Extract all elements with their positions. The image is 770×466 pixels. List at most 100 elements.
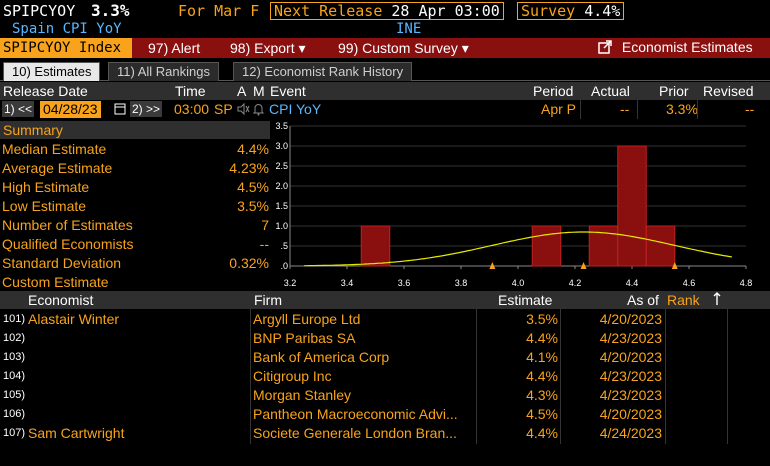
col-economist[interactable]: Economist xyxy=(28,292,94,308)
cell-divider xyxy=(637,100,638,119)
economist-name[interactable]: Alastair Winter xyxy=(28,311,120,327)
tab-economist-rank-history[interactable]: 12) Economist Rank History xyxy=(233,62,413,81)
as-of-date: 4/23/2023 xyxy=(599,387,662,403)
event-header xyxy=(0,82,770,100)
row-number[interactable]: 103) xyxy=(3,351,26,363)
summary-label: Qualified Economists xyxy=(2,236,134,252)
as-of-date: 4/24/2023 xyxy=(599,425,662,441)
firm-name[interactable]: Argyll Europe Ltd xyxy=(253,311,361,327)
col-period: Period xyxy=(533,83,574,99)
col-estimate[interactable]: Estimate xyxy=(498,292,553,308)
col-rank[interactable]: Rank xyxy=(667,292,700,308)
estimate-value: 4.3% xyxy=(526,387,558,403)
row-number[interactable]: 102) xyxy=(3,332,26,344)
table-divider xyxy=(727,309,728,444)
row-number[interactable]: 105) xyxy=(3,389,26,401)
distribution-curve xyxy=(304,231,732,267)
x-tick-label: 4.0 xyxy=(512,278,525,288)
estimate-value: 4.4% xyxy=(526,425,558,441)
prev-date-button[interactable]: 1) << xyxy=(2,101,35,117)
release-date-input[interactable]: 04/28/23 xyxy=(40,101,101,118)
col-release-date: Release Date xyxy=(3,83,88,99)
firm-name[interactable]: Bank of America Corp xyxy=(253,349,390,365)
event-period: Apr P xyxy=(541,101,577,117)
histogram-bar xyxy=(617,145,647,267)
y-tick-label: .5 xyxy=(280,241,288,251)
firm-name[interactable]: Citigroup Inc xyxy=(253,368,332,384)
as-of-date: 4/20/2023 xyxy=(599,311,662,327)
as-of-date: 4/23/2023 xyxy=(599,368,662,384)
histogram-bar xyxy=(531,225,562,267)
summary-value: 4.5% xyxy=(237,179,269,195)
economist-estimates-link[interactable]: Economist Estimates xyxy=(597,39,753,58)
economist-estimates-label: Economist Estimates xyxy=(621,39,753,55)
y-tick-label: .0 xyxy=(280,261,288,271)
alert-button[interactable]: 97) Alert xyxy=(148,40,201,56)
y-tick-label: 2.0 xyxy=(275,181,288,191)
col-m: M xyxy=(253,83,265,99)
table-divider xyxy=(476,309,477,444)
row-number[interactable]: 107) xyxy=(3,427,26,439)
tab-estimates[interactable]: 10) Estimates xyxy=(3,62,101,81)
sort-arrow-icon[interactable] xyxy=(712,291,722,310)
col-revised: Revised xyxy=(703,83,754,99)
col-prior: Prior xyxy=(659,83,689,99)
bell-icon[interactable] xyxy=(252,102,265,119)
y-tick-label: 1.0 xyxy=(275,221,288,231)
table-divider xyxy=(250,309,251,444)
summary-label: Number of Estimates xyxy=(2,217,133,233)
row-number[interactable]: 101) xyxy=(3,313,26,325)
stat-marker xyxy=(489,262,496,269)
external-link-icon xyxy=(597,40,617,58)
summary-label: Custom Estimate xyxy=(2,274,109,290)
y-tick-label: 2.5 xyxy=(275,161,288,171)
calendar-icon[interactable] xyxy=(114,101,126,118)
event-prior: 3.3% xyxy=(666,101,698,117)
x-tick-label: 3.4 xyxy=(341,278,354,288)
source: INE xyxy=(396,21,422,37)
firm-name[interactable]: Pantheon Macroeconomic Advi... xyxy=(253,406,458,422)
summary-value: 4.4% xyxy=(237,141,269,157)
economist-name[interactable]: Sam Cartwright xyxy=(28,425,125,441)
summary-header xyxy=(0,121,270,139)
event-name[interactable]: CPI YoY xyxy=(269,101,322,117)
row-number[interactable]: 106) xyxy=(3,408,26,420)
estimate-value: 4.5% xyxy=(526,406,558,422)
export-button[interactable]: 98) Export ▾ xyxy=(230,40,306,56)
col-firm[interactable]: Firm xyxy=(254,292,282,308)
speaker-icon[interactable] xyxy=(236,102,250,119)
estimate-value: 4.4% xyxy=(526,330,558,346)
stat-marker xyxy=(671,262,678,269)
last-value: 3.3% xyxy=(91,1,130,20)
summary-value: 4.23% xyxy=(229,160,269,176)
toolbar xyxy=(0,38,770,58)
next-date-button[interactable]: 2) >> xyxy=(130,101,163,117)
stat-marker xyxy=(580,262,587,269)
firm-name[interactable]: BNP Paribas SA xyxy=(253,330,356,346)
survey-box: Survey 4.4% xyxy=(517,2,625,20)
col-a: A xyxy=(237,83,247,99)
col-as-of[interactable]: As of xyxy=(627,292,659,308)
firm-name[interactable]: Morgan Stanley xyxy=(253,387,352,403)
y-tick-label: 3.0 xyxy=(275,141,288,151)
summary-label: High Estimate xyxy=(2,179,90,195)
summary-value: 7 xyxy=(261,217,269,233)
as-of-date: 4/20/2023 xyxy=(599,349,662,365)
tab-all-rankings[interactable]: 11) All Rankings xyxy=(108,62,219,81)
table-divider xyxy=(665,309,666,444)
table-header xyxy=(0,291,770,309)
summary-title: Summary xyxy=(3,122,63,138)
custom-survey-button[interactable]: 99) Custom Survey ▾ xyxy=(338,40,469,56)
col-actual: Actual xyxy=(591,83,630,99)
x-tick-label: 4.2 xyxy=(569,278,582,288)
y-tick-label: 1.5 xyxy=(275,201,288,211)
firm-name[interactable]: Societe Generale London Bran... xyxy=(253,425,457,441)
estimate-value: 4.4% xyxy=(526,368,558,384)
index-selector[interactable]: SPIPCYOY Index xyxy=(0,38,132,58)
x-tick-label: 3.2 xyxy=(284,278,297,288)
as-of-date: 4/20/2023 xyxy=(599,406,662,422)
survey-value: 4.4% xyxy=(584,2,621,20)
row-number[interactable]: 104) xyxy=(3,370,26,382)
estimate-value: 4.1% xyxy=(526,349,558,365)
cell-divider xyxy=(697,100,698,119)
